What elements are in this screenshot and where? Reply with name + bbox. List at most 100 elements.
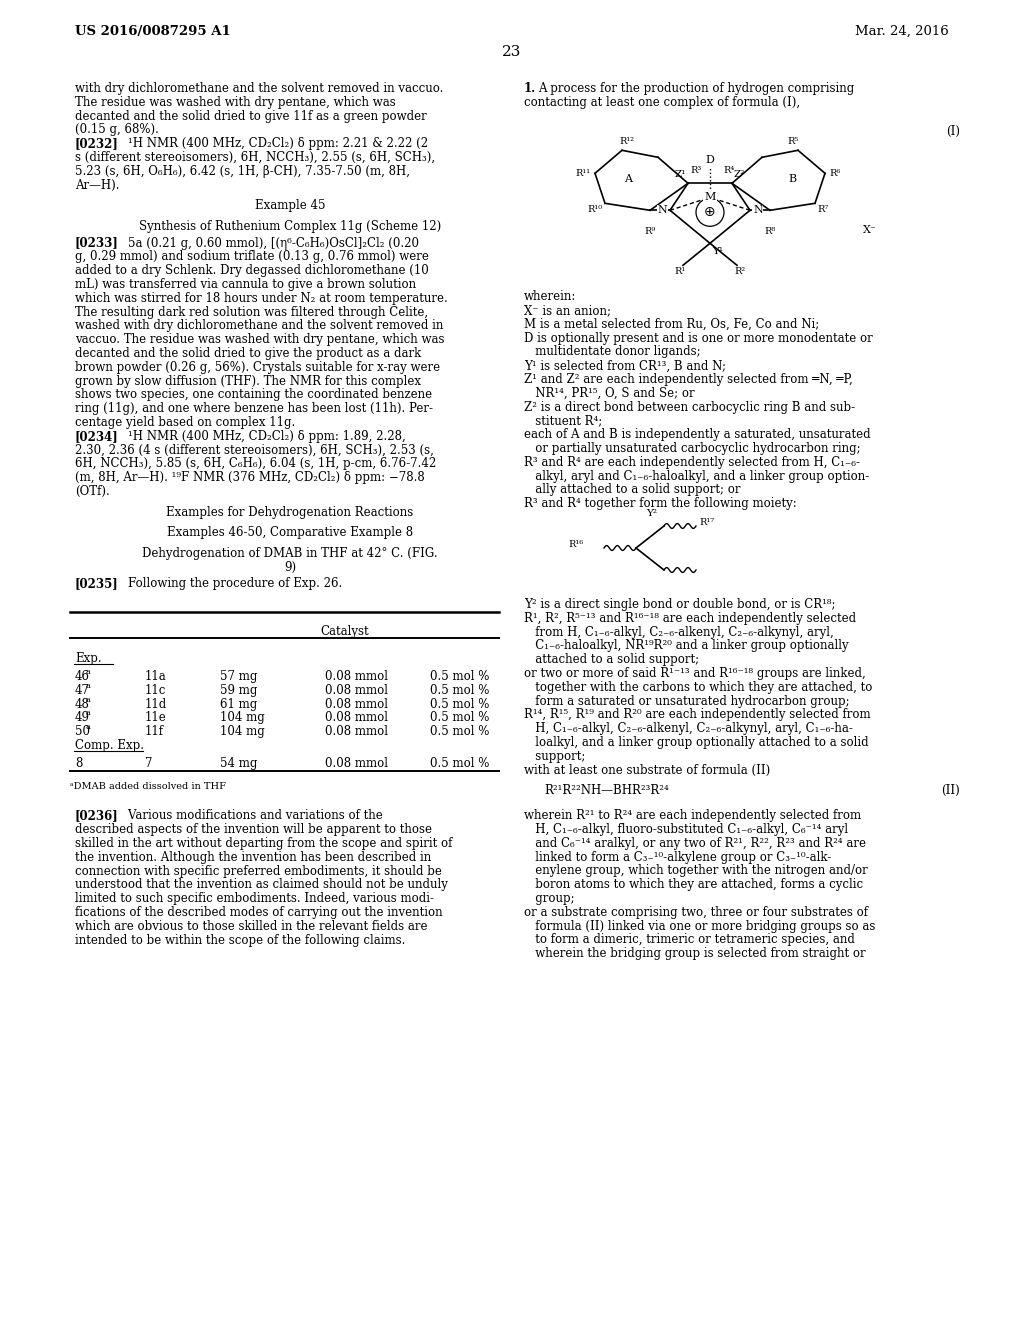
Text: 0.08 mmol: 0.08 mmol [325,756,388,770]
Text: added to a dry Schlenk. Dry degassed dichloromethane (10: added to a dry Schlenk. Dry degassed dic… [75,264,429,277]
Text: form a saturated or unsaturated hydrocarbon group;: form a saturated or unsaturated hydrocar… [524,694,850,708]
Text: (0.15 g, 68%).: (0.15 g, 68%). [75,123,159,136]
Text: 57 mg: 57 mg [220,671,257,682]
Text: decanted and the solid dried to give the product as a dark: decanted and the solid dried to give the… [75,347,421,360]
Text: [0233]: [0233] [75,236,119,249]
Text: R¹²: R¹² [620,137,635,147]
Text: the invention. Although the invention has been described in: the invention. Although the invention ha… [75,850,431,863]
Text: skilled in the art without departing from the scope and spirit of: skilled in the art without departing fro… [75,837,453,850]
Text: or partially unsaturated carbocyclic hydrocarbon ring;: or partially unsaturated carbocyclic hyd… [524,442,860,455]
Text: [0234]: [0234] [75,430,119,442]
Text: US 2016/0087295 A1: US 2016/0087295 A1 [75,25,230,38]
Text: 0.5 mol %: 0.5 mol % [430,697,489,710]
Text: enylene group, which together with the nitrogen and/or: enylene group, which together with the n… [524,865,867,878]
Text: The resulting dark red solution was filtered through Celite,: The resulting dark red solution was filt… [75,305,428,318]
Text: D: D [706,156,715,165]
Text: 8: 8 [75,756,82,770]
Text: from H, C₁₋₆-alkyl, C₂₋₆-alkenyl, C₂₋₆-alkynyl, aryl,: from H, C₁₋₆-alkyl, C₂₋₆-alkenyl, C₂₋₆-a… [524,626,834,639]
Text: support;: support; [524,750,586,763]
Text: Dehydrogenation of DMAB in THF at 42° C. (FIG.: Dehydrogenation of DMAB in THF at 42° C.… [142,546,438,560]
Text: or a substrate comprising two, three or four substrates of: or a substrate comprising two, three or … [524,906,868,919]
Text: 5.23 (s, 6H, O₆H₆), 6.42 (s, 1H, β-CH), 7.35-7.50 (m, 8H,: 5.23 (s, 6H, O₆H₆), 6.42 (s, 1H, β-CH), … [75,165,410,178]
Text: 2.30, 2.36 (4 s (different stereoisomers), 6H, SCH₃), 2.53 (s,: 2.30, 2.36 (4 s (different stereoisomers… [75,444,434,457]
Text: D is optionally present and is one or more monodentate or: D is optionally present and is one or mo… [524,331,872,345]
Text: R¹, R², R⁵⁻¹³ and R¹⁶⁻¹⁸ are each independently selected: R¹, R², R⁵⁻¹³ and R¹⁶⁻¹⁸ are each indepe… [524,611,856,624]
Text: g, 0.29 mmol) and sodium triflate (0.13 g, 0.76 mmol) were: g, 0.29 mmol) and sodium triflate (0.13 … [75,251,429,264]
Text: R⁸: R⁸ [764,227,775,236]
Text: 5a (0.21 g, 0.60 mmol), [(η⁶-C₆H₆)OsCl]₂Cl₂ (0.20: 5a (0.21 g, 0.60 mmol), [(η⁶-C₆H₆)OsCl]₂… [113,236,419,249]
Text: R¹⁷: R¹⁷ [699,519,714,528]
Text: 48: 48 [75,697,90,710]
Text: 9): 9) [284,561,296,574]
Text: ᵃDMAB added dissolved in THF: ᵃDMAB added dissolved in THF [70,781,226,791]
Text: X⁻: X⁻ [863,226,877,235]
Text: 54 mg: 54 mg [220,756,257,770]
Text: 0.5 mol %: 0.5 mol % [430,684,489,697]
Text: NR¹⁴, PR¹⁵, O, S and Se; or: NR¹⁴, PR¹⁵, O, S and Se; or [524,387,694,400]
Text: Examples 46-50, Comparative Example 8: Examples 46-50, Comparative Example 8 [167,527,413,540]
Text: Exp.: Exp. [75,652,101,665]
Text: 0.08 mmol: 0.08 mmol [325,684,388,697]
Text: Y¹ is selected from CR¹³, B and N;: Y¹ is selected from CR¹³, B and N; [524,359,726,372]
Text: brown powder (0.26 g, 56%). Crystals suitable for x-ray were: brown powder (0.26 g, 56%). Crystals sui… [75,360,440,374]
Text: [0232]: [0232] [75,137,119,150]
Text: 59 mg: 59 mg [220,684,257,697]
Text: R⁵: R⁵ [787,137,799,147]
Text: [0236]: [0236] [75,809,119,822]
Text: a: a [86,723,91,731]
Text: R³ and R⁴ together form the following moiety:: R³ and R⁴ together form the following mo… [524,498,797,511]
Text: M: M [705,193,716,202]
Text: 0.08 mmol: 0.08 mmol [325,711,388,725]
Text: stituent R⁴;: stituent R⁴; [524,414,602,428]
Text: attached to a solid support;: attached to a solid support; [524,653,699,667]
Text: N: N [753,206,763,215]
Text: which was stirred for 18 hours under N₂ at room temperature.: which was stirred for 18 hours under N₂ … [75,292,447,305]
Text: 0.5 mol %: 0.5 mol % [430,756,489,770]
Text: B: B [787,174,796,185]
Text: s (different stereoisomers), 6H, NCCH₃), 2.55 (s, 6H, SCH₃),: s (different stereoisomers), 6H, NCCH₃),… [75,150,435,164]
Text: ring (11g), and one where benzene has been lost (11h). Per-: ring (11g), and one where benzene has be… [75,403,433,416]
Text: (OTf).: (OTf). [75,484,110,498]
Text: with dry dichloromethane and the solvent removed in vaccuo.: with dry dichloromethane and the solvent… [75,82,443,95]
Text: centage yield based on complex 11g.: centage yield based on complex 11g. [75,416,295,429]
Text: linked to form a C₃₋¹⁰-alkylene group or C₃₋¹⁰-alk-: linked to form a C₃₋¹⁰-alkylene group or… [524,850,831,863]
Text: A process for the production of hydrogen comprising: A process for the production of hydrogen… [538,82,854,95]
Text: loalkyl, and a linker group optionally attached to a solid: loalkyl, and a linker group optionally a… [524,737,868,748]
Text: ¹H NMR (400 MHz, CD₂Cl₂) δ ppm: 2.21 & 2.22 (2: ¹H NMR (400 MHz, CD₂Cl₂) δ ppm: 2.21 & 2… [113,137,428,150]
Text: R¹⁶: R¹⁶ [568,540,584,549]
Text: R²¹R²²NH—BHR²³R²⁴: R²¹R²²NH—BHR²³R²⁴ [544,784,669,797]
Text: R¹⁴, R¹⁵, R¹⁹ and R²⁰ are each independently selected from: R¹⁴, R¹⁵, R¹⁹ and R²⁰ are each independe… [524,709,870,722]
Text: understood that the invention as claimed should not be unduly: understood that the invention as claimed… [75,878,447,891]
Text: grown by slow diffusion (THF). The NMR for this complex: grown by slow diffusion (THF). The NMR f… [75,375,421,388]
Text: 47: 47 [75,684,90,697]
Text: (II): (II) [941,784,961,797]
Text: 11d: 11d [145,697,167,710]
Text: 11e: 11e [145,711,167,725]
Text: R³: R³ [690,166,701,176]
Text: Various modifications and variations of the: Various modifications and variations of … [113,809,383,822]
Text: Ar—H).: Ar—H). [75,178,120,191]
Text: ally attached to a solid support; or: ally attached to a solid support; or [524,483,740,496]
Text: 11a: 11a [145,671,167,682]
Text: (m, 8H, Ar—H). ¹⁹F NMR (376 MHz, CD₂Cl₂) δ ppm: −78.8: (m, 8H, Ar—H). ¹⁹F NMR (376 MHz, CD₂Cl₂)… [75,471,425,484]
Text: Catalyst: Catalyst [321,624,369,638]
Text: 0.08 mmol: 0.08 mmol [325,671,388,682]
Text: decanted and the solid dried to give 11f as a green powder: decanted and the solid dried to give 11f… [75,110,427,123]
Text: and C₆⁻¹⁴ aralkyl, or any two of R²¹, R²², R²³ and R²⁴ are: and C₆⁻¹⁴ aralkyl, or any two of R²¹, R²… [524,837,866,850]
Text: which are obvious to those skilled in the relevant fields are: which are obvious to those skilled in th… [75,920,427,933]
Text: Synthesis of Ruthenium Complex 11g (Scheme 12): Synthesis of Ruthenium Complex 11g (Sche… [139,220,441,234]
Text: a: a [86,696,91,704]
Text: 49: 49 [75,711,90,725]
Text: R²: R² [734,267,745,276]
Text: R⁹: R⁹ [644,227,655,236]
Text: formula (II) linked via one or more bridging groups so as: formula (II) linked via one or more brid… [524,920,876,932]
Text: Examples for Dehydrogenation Reactions: Examples for Dehydrogenation Reactions [166,506,414,519]
Text: C₁₋₆-haloalkyl, NR¹⁹R²⁰ and a linker group optionally: C₁₋₆-haloalkyl, NR¹⁹R²⁰ and a linker gro… [524,639,849,652]
Text: washed with dry dichloromethane and the solvent removed in: washed with dry dichloromethane and the … [75,319,443,333]
Text: connection with specific preferred embodiments, it should be: connection with specific preferred embod… [75,865,442,878]
Text: each of A and B is independently a saturated, unsaturated: each of A and B is independently a satur… [524,428,870,441]
Text: mL) was transferred via cannula to give a brown solution: mL) was transferred via cannula to give … [75,279,416,290]
Text: 0.5 mol %: 0.5 mol % [430,725,489,738]
Text: 50: 50 [75,725,90,738]
Text: R⁴: R⁴ [723,166,734,176]
